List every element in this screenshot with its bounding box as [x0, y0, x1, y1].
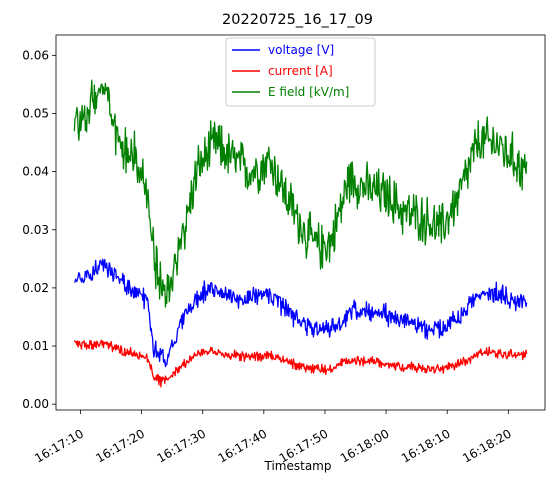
y-tick-label: 0.00: [22, 397, 49, 411]
y-tick-label: 0.02: [22, 281, 49, 295]
legend-label-2: E field [kV/m]: [268, 85, 349, 99]
legend-label-0: voltage [V]: [268, 43, 334, 57]
legend: voltage [V] current [A] E field [kV/m]: [225, 37, 376, 107]
y-tick-label: 0.04: [22, 165, 49, 179]
y-tick-label: 0.06: [22, 48, 49, 62]
series-line-1: [73, 339, 528, 388]
series-line-0: [74, 258, 528, 368]
x-axis-label: Timestamp: [264, 459, 332, 473]
legend-box: [225, 37, 376, 107]
legend-label-1: current [A]: [268, 64, 333, 78]
series-layer: [73, 79, 528, 388]
y-axis: 0.00 0.01 0.02 0.03 0.04 0.05 0.06: [22, 48, 56, 411]
y-tick-label: 0.03: [22, 223, 49, 237]
series-line-2: [73, 79, 528, 308]
chart-title: 20220725_16_17_09: [222, 12, 373, 28]
plot-frame: [55, 34, 546, 411]
y-tick-label: 0.05: [22, 106, 49, 120]
y-tick-label: 0.01: [22, 339, 49, 353]
